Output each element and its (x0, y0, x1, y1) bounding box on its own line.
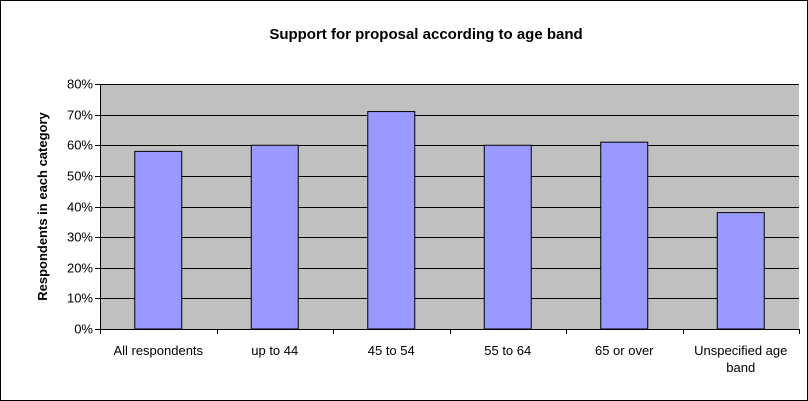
bar (716, 212, 765, 330)
y-tick-label: 50% (67, 169, 93, 184)
y-tick-label: 80% (67, 77, 93, 92)
x-tick-label: Unspecified age (694, 343, 787, 358)
y-tick-label: 30% (67, 230, 93, 245)
plot-area: 0% 10% 20% 30% 40% 50% 60% 70% 80% All respondent… (67, 77, 800, 375)
y-tick-label: 0% (74, 322, 93, 337)
bar (483, 144, 532, 330)
y-tick-label: 60% (67, 138, 93, 153)
y-tick-label: 10% (67, 291, 93, 306)
bar (367, 111, 416, 330)
bar (134, 150, 183, 330)
y-axis-label: Respondents in each category (35, 111, 50, 300)
bar (250, 144, 299, 330)
plot-background (100, 84, 799, 329)
y-tick-label: 40% (67, 200, 93, 215)
x-tick-label: 65 or over (595, 343, 654, 358)
x-tick-label: 55 to 64 (484, 343, 531, 358)
bar (600, 141, 649, 330)
y-tick-label: 20% (67, 261, 93, 276)
chart-title: Support for proposal according to age ba… (269, 26, 582, 43)
x-tick-label: band (726, 360, 755, 375)
x-tick-label: 45 to 54 (368, 343, 415, 358)
y-tick-label: 70% (67, 108, 93, 123)
x-tick-label: All respondents (113, 343, 203, 358)
x-tick-label: up to 44 (251, 343, 298, 358)
